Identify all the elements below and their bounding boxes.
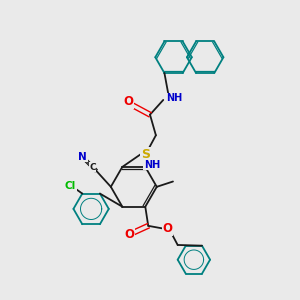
Text: S: S xyxy=(141,148,150,161)
Text: O: O xyxy=(124,95,134,108)
Text: C: C xyxy=(89,163,96,172)
Text: NH: NH xyxy=(166,94,183,103)
Text: O: O xyxy=(162,222,172,235)
Text: N: N xyxy=(79,152,87,162)
Text: NH: NH xyxy=(144,160,160,170)
Text: O: O xyxy=(124,228,134,241)
Text: Cl: Cl xyxy=(65,181,76,191)
